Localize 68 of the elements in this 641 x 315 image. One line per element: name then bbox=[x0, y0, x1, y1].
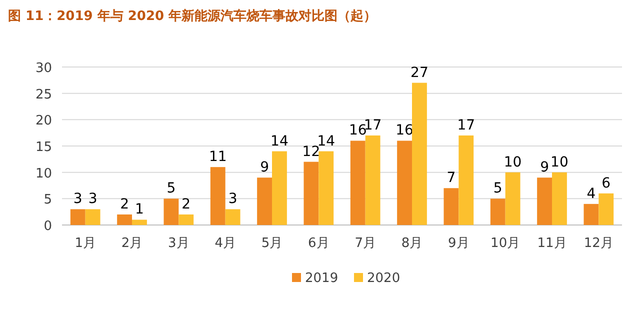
bar bbox=[490, 198, 506, 225]
data-label: 16 bbox=[396, 122, 414, 139]
data-label: 2 bbox=[182, 196, 191, 212]
x-tick-label: 9月 bbox=[448, 236, 470, 251]
legend-label: 2020 bbox=[367, 271, 400, 286]
bar bbox=[537, 178, 552, 225]
y-tick-label: 15 bbox=[35, 140, 52, 155]
bar bbox=[117, 214, 132, 225]
data-label: 12 bbox=[302, 144, 320, 160]
bar bbox=[178, 214, 194, 225]
x-tick-label: 10月 bbox=[490, 236, 520, 251]
bar bbox=[365, 135, 380, 225]
data-label: 17 bbox=[457, 117, 476, 134]
data-label: 5 bbox=[166, 180, 176, 197]
chart-title: 图 11：2019 年与 2020 年新能源汽车烧车事故对比图（起） bbox=[8, 8, 377, 24]
y-tick-label: 20 bbox=[35, 114, 52, 129]
data-label: 9 bbox=[540, 160, 549, 176]
y-tick-label: 5 bbox=[44, 192, 52, 208]
x-tick-label: 5月 bbox=[261, 236, 283, 251]
bar bbox=[318, 151, 334, 225]
x-tick-label: 12月 bbox=[584, 236, 614, 251]
bar bbox=[164, 198, 179, 225]
data-label: 1 bbox=[135, 202, 144, 218]
bar bbox=[272, 151, 287, 225]
y-tick-label: 0 bbox=[44, 219, 52, 234]
x-tick-label: 1月 bbox=[74, 236, 96, 251]
data-label: 10 bbox=[504, 154, 522, 170]
bar bbox=[412, 82, 427, 225]
data-label: 3 bbox=[73, 191, 82, 208]
data-label: 14 bbox=[270, 133, 288, 150]
data-label: 6 bbox=[602, 175, 611, 192]
bar bbox=[584, 204, 599, 225]
data-label: 11 bbox=[208, 149, 227, 166]
data-label: 3 bbox=[228, 191, 238, 208]
bar bbox=[257, 178, 272, 225]
bar bbox=[132, 220, 147, 225]
data-label: 10 bbox=[550, 154, 568, 170]
x-tick-label: 3月 bbox=[168, 236, 190, 251]
data-label: 2 bbox=[120, 196, 129, 212]
bar bbox=[444, 188, 459, 225]
bar bbox=[505, 172, 520, 225]
data-label: 7 bbox=[446, 170, 456, 186]
bar bbox=[85, 209, 100, 225]
x-tick-label: 6月 bbox=[308, 236, 330, 251]
y-tick-label: 30 bbox=[35, 61, 52, 76]
bar bbox=[304, 162, 319, 225]
bar bbox=[350, 140, 366, 225]
bar bbox=[598, 193, 614, 225]
x-tick-label: 4月 bbox=[214, 236, 236, 251]
bar bbox=[458, 135, 474, 225]
y-tick-label: 25 bbox=[35, 87, 52, 102]
bar bbox=[70, 209, 86, 225]
bar bbox=[210, 167, 226, 225]
data-label: 3 bbox=[88, 191, 98, 208]
data-label: 9 bbox=[260, 160, 269, 176]
data-label: 27 bbox=[410, 64, 428, 81]
x-tick-label: 2月 bbox=[121, 236, 143, 251]
x-tick-label: 8月 bbox=[401, 236, 423, 251]
legend-label: 2019 bbox=[305, 271, 338, 286]
data-label: 5 bbox=[493, 180, 502, 197]
x-tick-label: 7月 bbox=[354, 236, 376, 251]
bar bbox=[397, 140, 412, 225]
x-tick-label: 11月 bbox=[537, 236, 567, 251]
bar bbox=[552, 172, 567, 225]
y-tick-label: 10 bbox=[35, 166, 52, 182]
data-label: 16 bbox=[348, 122, 367, 139]
data-label: 4 bbox=[586, 186, 596, 202]
bar bbox=[225, 209, 240, 225]
